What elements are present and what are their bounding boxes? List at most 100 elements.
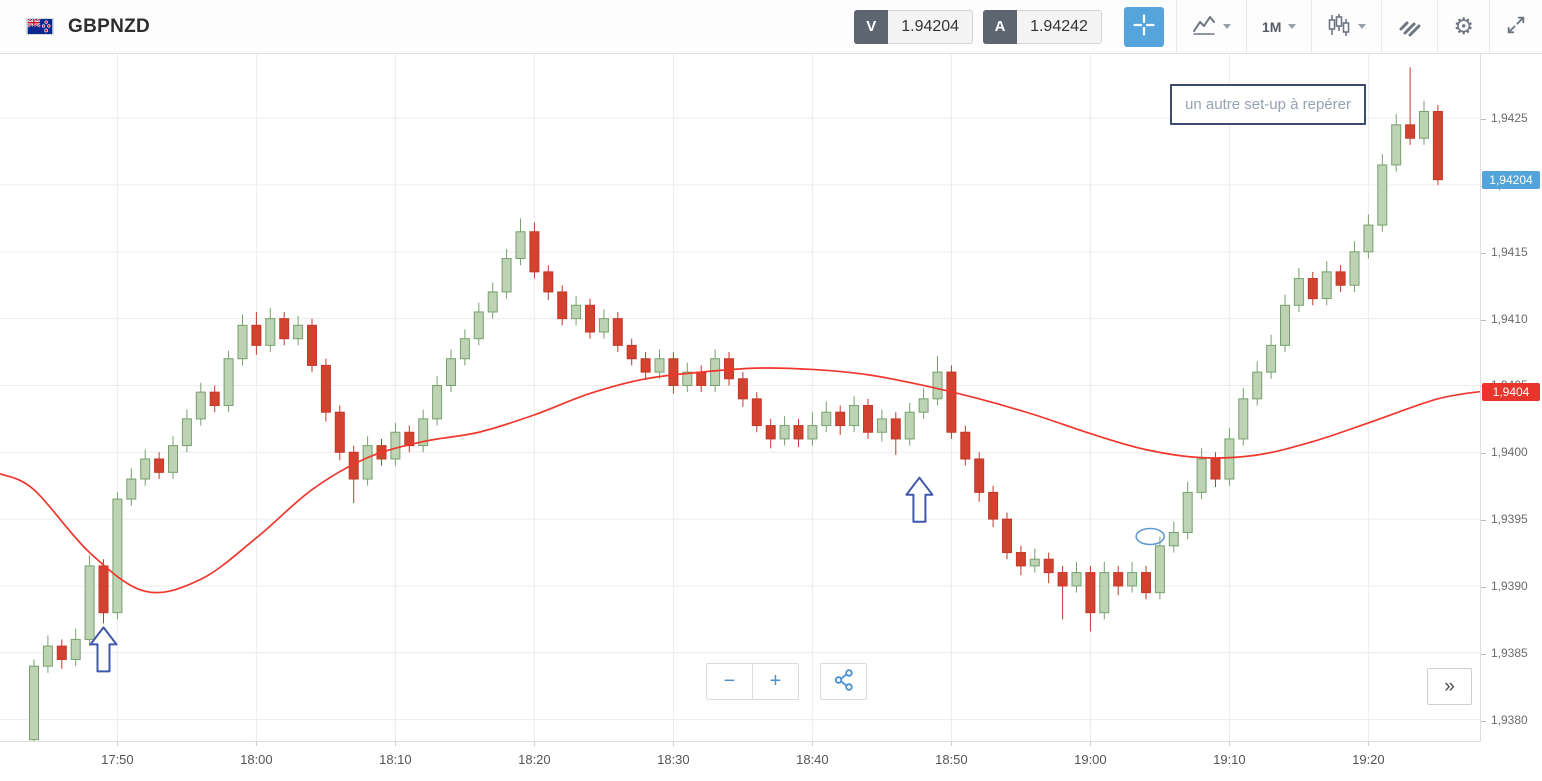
candle (974, 452, 985, 502)
indicators-button[interactable] (1382, 0, 1437, 54)
up-arrow-annotation[interactable] (905, 476, 934, 523)
candle (1419, 100, 1429, 145)
candle (487, 282, 498, 319)
candle (446, 349, 456, 393)
sell-quote: V 1.94204 (854, 9, 974, 44)
candle (737, 372, 748, 407)
candle (1071, 561, 1082, 593)
current-price-tag: 1,94204 (1482, 170, 1540, 189)
crosshair-button[interactable] (1123, 6, 1164, 47)
candle (1377, 154, 1388, 232)
candle (654, 349, 665, 379)
share-icon (833, 668, 855, 695)
time-axis-label: 19:00 (1065, 742, 1115, 767)
candle (1168, 521, 1179, 553)
candle (84, 555, 95, 647)
candle (293, 315, 304, 346)
time-axis-label: 18:00 (231, 742, 281, 767)
price-axis-label: 1,9410 (1481, 312, 1528, 326)
candle (473, 302, 484, 346)
candle (1154, 536, 1165, 600)
buy-price: 1.94242 (1017, 9, 1102, 44)
ellipse-annotation[interactable] (1135, 527, 1165, 546)
candle (821, 401, 832, 433)
candles-layer (29, 67, 1443, 741)
collapse-panel-button[interactable]: » (1427, 668, 1472, 705)
zoom-in-button[interactable]: + (752, 663, 799, 700)
share-button[interactable] (820, 663, 867, 700)
candle (1391, 114, 1402, 172)
candle (890, 412, 901, 455)
candle-style-button[interactable] (1312, 0, 1381, 54)
candle (432, 376, 443, 426)
candle (265, 307, 276, 353)
toolbar-separator (1245, 0, 1247, 54)
candle (1238, 388, 1249, 446)
ma-price-tag: 1,9404 (1482, 383, 1540, 402)
candle (195, 382, 206, 426)
time-axis[interactable]: 17:50 18:00 18:10 18:20 18:30 18:40 18:50 19:00… (0, 741, 1481, 781)
candle (765, 418, 776, 449)
candle (1405, 67, 1416, 145)
candle (168, 436, 178, 480)
candle (1127, 561, 1138, 593)
price-axis-label: 1,9400 (1481, 445, 1528, 459)
candle (1182, 481, 1193, 540)
candle (960, 425, 971, 466)
candle (1002, 512, 1012, 560)
candle (126, 468, 137, 506)
candle (501, 249, 512, 299)
candle (571, 295, 582, 326)
time-axis-label: 18:30 (648, 742, 698, 767)
candle (751, 392, 762, 433)
candle (835, 405, 846, 435)
candle (237, 314, 248, 366)
candle (154, 452, 165, 480)
zoom-out-button[interactable]: − (706, 663, 753, 700)
price-axis-label: 1,9425 (1481, 111, 1528, 125)
candle (1321, 261, 1332, 306)
timeframe-button[interactable]: 1M (1247, 0, 1311, 54)
candle (626, 338, 637, 366)
gear-icon: ⚙ (1453, 13, 1474, 39)
chart-canvas[interactable] (0, 54, 1481, 741)
toolbar-separator (1437, 0, 1439, 54)
candle (918, 388, 929, 419)
sell-button[interactable]: V (854, 9, 889, 44)
candle (1085, 565, 1096, 632)
candle (946, 365, 957, 439)
candle (557, 285, 568, 326)
candle (1141, 565, 1151, 600)
candle (112, 492, 123, 620)
candle (1349, 241, 1360, 292)
time-axis-label: 18:20 (509, 742, 559, 767)
candle (863, 398, 873, 439)
candle (543, 265, 554, 300)
candle (1280, 294, 1290, 353)
up-arrow-annotation[interactable] (89, 626, 118, 673)
chevron-down-icon (1288, 24, 1297, 29)
nz-flag-icon (26, 18, 54, 35)
price-axis[interactable]: 1,94251,94201,94151,94101,94051,94001,93… (1480, 54, 1542, 741)
candle (876, 409, 887, 442)
candle (1266, 334, 1277, 379)
moving-average-line[interactable] (0, 367, 1481, 594)
price-axis-label: 1,9415 (1481, 245, 1528, 259)
line-chart-icon (1192, 14, 1216, 39)
candle (529, 222, 540, 279)
candle (334, 405, 345, 461)
buy-button[interactable]: A (983, 9, 1018, 44)
candle (1029, 548, 1040, 573)
candle (1015, 545, 1026, 576)
note-annotation[interactable]: un autre set-up à repérer (1170, 84, 1366, 125)
candle (1196, 448, 1207, 500)
candle (56, 639, 67, 669)
candle (1043, 552, 1054, 584)
candle (42, 635, 53, 673)
instrument-title: GBPNZD (68, 15, 151, 37)
settings-button[interactable]: ⚙ (1438, 0, 1489, 54)
candle (279, 311, 290, 346)
fullscreen-button[interactable] (1490, 0, 1542, 54)
chart-type-button[interactable] (1177, 0, 1246, 54)
toolbar-separator (1381, 0, 1383, 54)
